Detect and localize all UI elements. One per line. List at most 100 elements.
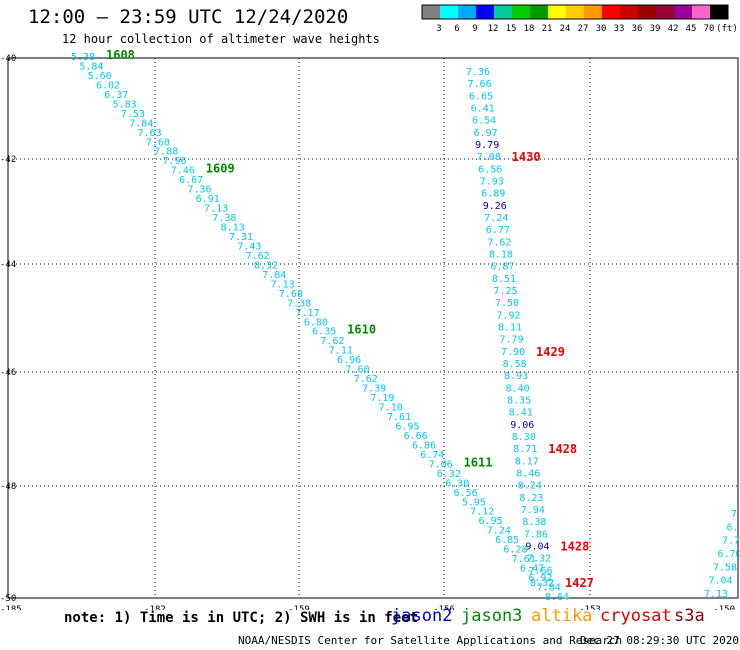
swh-value: 5.95 bbox=[462, 497, 486, 508]
swh-value: 7.96 bbox=[162, 156, 186, 167]
swh-value: 6.37 bbox=[104, 90, 128, 101]
swh-value: 6.96 bbox=[337, 355, 361, 366]
swh-value: 7.25 bbox=[493, 286, 517, 297]
color-swatch-5 bbox=[512, 5, 530, 19]
swh-value: 6.02 bbox=[96, 80, 120, 91]
color-swatch-2 bbox=[458, 5, 476, 19]
swh-value: 6.85 bbox=[495, 535, 519, 546]
swh-value: 7.58 bbox=[713, 562, 737, 573]
swh-value: 6.97 bbox=[474, 128, 498, 139]
swh-value: 7.88 bbox=[154, 147, 178, 158]
swh-value: 6.92 bbox=[528, 573, 552, 584]
swh-value: 7.36 bbox=[187, 185, 211, 196]
swh-value: 6. bbox=[727, 522, 739, 533]
pass-time-label: 1428 bbox=[560, 540, 589, 554]
lon-tick-label: -159 bbox=[288, 605, 310, 610]
swh-value: 6.70 bbox=[718, 549, 740, 560]
gridlines bbox=[8, 58, 738, 598]
lon-tick-label: -156 bbox=[433, 605, 455, 610]
swh-value: 8.38 bbox=[522, 517, 546, 528]
swh-value: 7.7 bbox=[722, 536, 740, 547]
swh-value: 6.28 bbox=[503, 545, 527, 556]
pass-time-label: 1611 bbox=[464, 455, 493, 469]
swh-value: 8.32 bbox=[254, 260, 278, 271]
color-scale-border bbox=[421, 4, 729, 20]
swh-value: 6.32 bbox=[437, 469, 461, 480]
color-scale-label: 18 bbox=[524, 24, 535, 34]
swh-value: 8.23 bbox=[519, 493, 543, 504]
swh-value: 8.46 bbox=[516, 469, 540, 480]
lon-tick-label: -185 bbox=[0, 605, 22, 610]
color-swatch-6 bbox=[530, 5, 548, 19]
pass-time-label: 1429 bbox=[536, 345, 565, 359]
axis-tick-labels: -40 -42 -44 -46 -48 -50-185 -182 -159 -156 -153 -1… bbox=[0, 54, 735, 610]
lat-tick-label: -50 bbox=[0, 594, 16, 604]
color-swatch-3 bbox=[476, 5, 494, 19]
color-swatch-11 bbox=[620, 5, 638, 19]
swh-value: 9.06 bbox=[510, 420, 534, 431]
color-swatch-16 bbox=[710, 5, 728, 19]
color-swatch-1 bbox=[440, 5, 458, 19]
swh-value: 7.84 bbox=[262, 270, 286, 281]
swh-value: 9.04 bbox=[525, 542, 549, 553]
color-scale-label: 24 bbox=[560, 24, 571, 34]
swh-value: 7.38 bbox=[212, 213, 236, 224]
pass-time-label: 1609 bbox=[206, 162, 235, 176]
color-scale-label: (ft) bbox=[716, 24, 738, 34]
swh-value: 7.68 bbox=[279, 289, 303, 300]
swh-value: 7.39 bbox=[362, 384, 386, 395]
swh-value: 8.11 bbox=[498, 323, 522, 334]
swh-value: 7.94 bbox=[521, 505, 545, 516]
swh-value: 8.64 bbox=[545, 592, 569, 603]
lat-tick-label: -48 bbox=[0, 482, 16, 492]
swh-value: 7.50 bbox=[495, 298, 519, 309]
swh-value: 6.67 bbox=[179, 175, 203, 186]
swh-value: 7.60 bbox=[345, 365, 369, 376]
swh-value: 7.84 bbox=[129, 118, 153, 129]
legend-cryosat: cryosat bbox=[600, 606, 672, 626]
swh-value: 8.58 bbox=[503, 359, 527, 370]
swh-value: 7.13 bbox=[271, 279, 295, 290]
swh-value: 6.56 bbox=[454, 488, 478, 499]
swh-value: 7.36 bbox=[466, 67, 490, 78]
color-swatch-14 bbox=[674, 5, 692, 19]
swh-value: 6.95 bbox=[395, 421, 419, 432]
color-scale-label: 42 bbox=[668, 24, 679, 34]
swh-value: 7.10 bbox=[379, 403, 403, 414]
swh-value: 6.30 bbox=[445, 478, 469, 489]
swh-value: 8.30 bbox=[512, 432, 536, 443]
swh-value: 7.60 bbox=[146, 137, 170, 148]
swh-value: 7.24 bbox=[487, 526, 511, 537]
color-scale-label: 21 bbox=[542, 24, 553, 34]
lat-tick-label: -44 bbox=[0, 260, 16, 270]
swh-value: 6.91 bbox=[196, 194, 220, 205]
swh-value: 6.41 bbox=[471, 104, 495, 115]
swh-value: 7.62 bbox=[487, 237, 511, 248]
swh-value: 6.77 bbox=[486, 225, 510, 236]
swh-value: 7.17 bbox=[296, 308, 320, 319]
swh-value: 8.35 bbox=[507, 396, 531, 407]
swh-value: 7.63 bbox=[138, 128, 162, 139]
pass-time-label: 1608 bbox=[106, 48, 135, 62]
legend-jason3: jason3 bbox=[461, 606, 523, 626]
page-subtitle: 12 hour collection of altimeter wave hei… bbox=[62, 32, 380, 46]
swh-value: 7.08 bbox=[477, 152, 501, 163]
color-scale-label: 15 bbox=[506, 24, 517, 34]
swh-value: 8.17 bbox=[515, 456, 539, 467]
color-scale-label: 3 bbox=[436, 24, 441, 34]
lat-tick-label: -46 bbox=[0, 368, 16, 378]
swh-value: 8.40 bbox=[506, 383, 530, 394]
color-scale-label: 9 bbox=[472, 24, 477, 34]
swh-value: 7.92 bbox=[496, 310, 520, 321]
swh-value: 7.66 bbox=[468, 79, 492, 90]
page-title: 12:00 — 23:59 UTC 12/24/2020 bbox=[28, 6, 349, 28]
swh-value: 7.38 bbox=[287, 298, 311, 309]
swh-value: 7.93 bbox=[480, 177, 504, 188]
swh-value: 7.31 bbox=[229, 232, 253, 243]
swh-value: 7.84 bbox=[537, 583, 561, 594]
color-swatch-12 bbox=[638, 5, 656, 19]
legend-note: note: 1) Time is in UTC; 2) SWH is in fe… bbox=[64, 610, 419, 626]
swh-value: 7 bbox=[731, 509, 737, 520]
swh-value: 8.13 bbox=[221, 223, 245, 234]
color-swatch-10 bbox=[602, 5, 620, 19]
